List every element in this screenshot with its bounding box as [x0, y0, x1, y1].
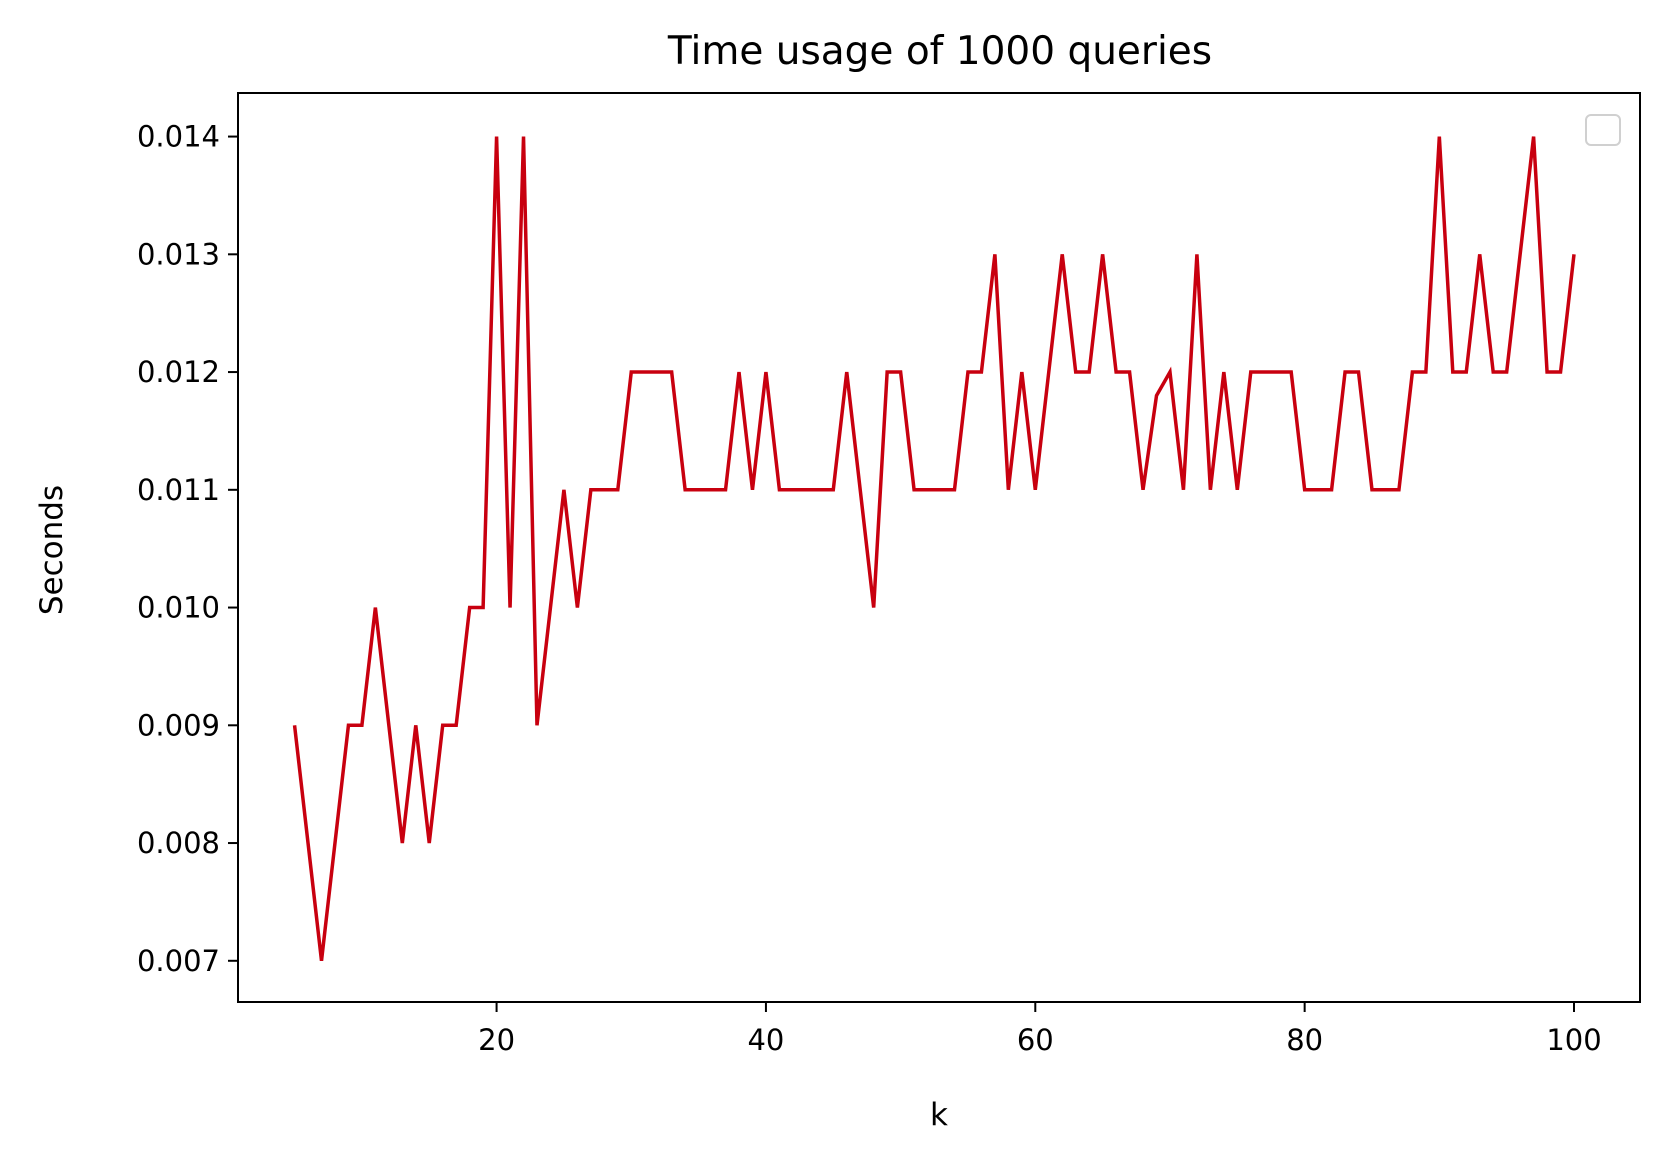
- y-tick-label: 0.011: [137, 473, 220, 507]
- y-axis: 0.007 0.008 0.009 0.010 0.011 0.012 0.013 0.014: [137, 120, 238, 978]
- y-tick-label: 0.007: [137, 944, 220, 978]
- y-tick-label: 0.014: [137, 120, 220, 154]
- y-tick-label: 0.013: [137, 237, 220, 271]
- y-tick-label: 0.008: [137, 826, 220, 860]
- y-tick-label: 0.012: [137, 355, 220, 389]
- y-tick-label: 0.010: [137, 591, 220, 625]
- y-tick-label: 0.009: [137, 708, 220, 742]
- legend-box: [1585, 114, 1621, 146]
- x-tick-label: 40: [747, 1023, 784, 1057]
- series-line-0: [292, 136, 1576, 961]
- x-tick-label: 100: [1546, 1023, 1601, 1057]
- x-tick-label: 60: [1017, 1023, 1054, 1057]
- plot-area-frame: [237, 92, 1641, 1003]
- x-tick-label: 80: [1286, 1023, 1323, 1057]
- series-layer: [292, 136, 1576, 961]
- x-axis: 20 40 60 80 100: [478, 1002, 1602, 1057]
- y-axis-label: Seconds: [34, 485, 70, 615]
- x-axis-label: k: [930, 1097, 948, 1133]
- x-tick-label: 20: [478, 1023, 515, 1057]
- chart-title: Time usage of 1000 queries: [667, 29, 1212, 74]
